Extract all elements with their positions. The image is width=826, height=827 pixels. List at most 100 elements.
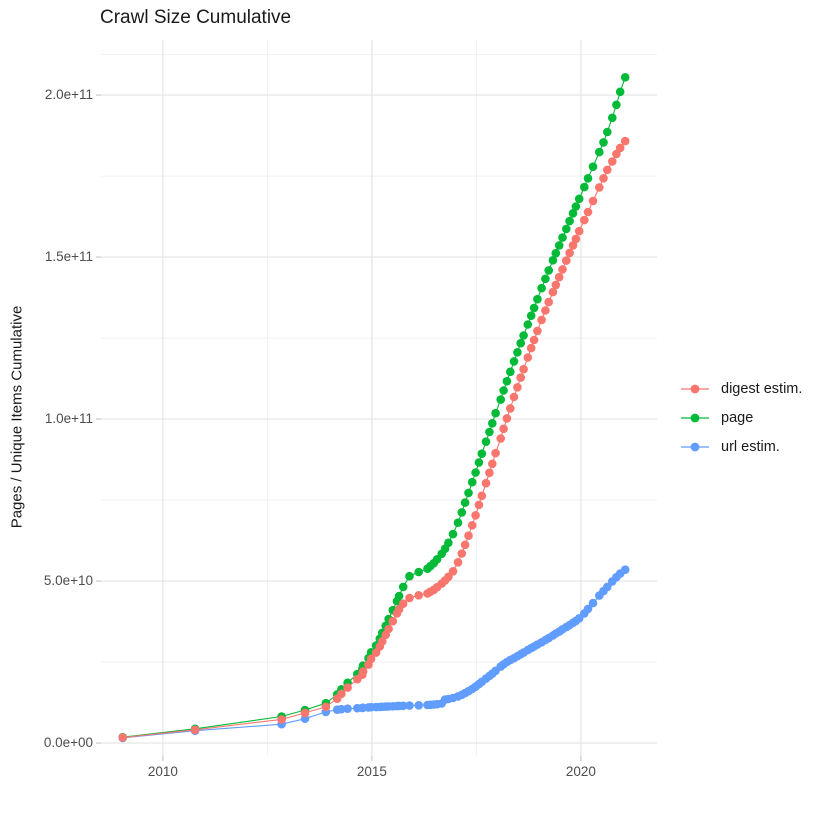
data-point: [444, 538, 453, 548]
y-axis-title: Pages / Unique Items Cumulative: [8, 305, 26, 529]
x-tick-label: 2015: [356, 764, 387, 779]
data-point: [448, 529, 458, 539]
legend-item: page: [681, 408, 802, 428]
data-point: [574, 194, 584, 204]
data-point: [537, 283, 546, 293]
data-point: [529, 335, 539, 345]
data-point: [519, 331, 528, 340]
data-point: [568, 241, 578, 250]
data-point: [608, 157, 617, 166]
data-point: [583, 604, 593, 614]
data-point: [485, 468, 494, 478]
data-point: [343, 683, 352, 692]
data-point: [516, 338, 525, 348]
chart-title: Crawl Size Cumulative: [100, 7, 292, 28]
data-point: [583, 207, 593, 217]
data-point: [541, 306, 550, 315]
data-point: [277, 715, 286, 724]
data-point: [509, 392, 519, 402]
data-point: [509, 357, 519, 366]
data-point: [537, 315, 546, 325]
data-point: [453, 518, 463, 527]
data-point: [516, 373, 525, 382]
data-point: [398, 701, 408, 711]
data-point: [580, 215, 589, 225]
data-point: [588, 598, 598, 608]
data-point: [477, 449, 487, 459]
data-point: [603, 165, 612, 175]
data-point: [464, 531, 473, 540]
data-point: [481, 478, 491, 488]
data-point: [588, 196, 598, 206]
plot-area-svg: [96, 40, 657, 761]
data-point: [620, 565, 630, 574]
data-point: [615, 143, 625, 153]
data-point: [523, 353, 533, 362]
legend-label: digest estim.: [721, 381, 803, 397]
data-point: [488, 419, 497, 428]
data-point: [474, 458, 484, 467]
data-point: [580, 182, 589, 192]
data-point: [496, 395, 506, 404]
data-point: [118, 733, 127, 742]
data-point: [529, 303, 539, 313]
data-point: [405, 593, 414, 603]
data-point: [398, 599, 408, 608]
data-point: [588, 162, 598, 171]
data-point: [558, 265, 567, 274]
data-point: [595, 183, 604, 192]
data-point: [562, 224, 571, 234]
data-point: [565, 216, 574, 226]
data-point: [343, 704, 352, 713]
data-point: [337, 689, 346, 699]
data-point: [526, 343, 536, 353]
data-point: [603, 127, 612, 137]
y-tick-label: 1.0e+11: [44, 411, 93, 427]
data-point: [554, 241, 564, 250]
data-point: [574, 226, 584, 236]
data-point: [519, 364, 528, 374]
legend-label: page: [721, 410, 754, 426]
data-point: [502, 376, 512, 386]
y-tick-label: 2.0e+11: [44, 87, 93, 103]
data-point: [321, 702, 331, 712]
data-point: [366, 654, 376, 664]
data-point: [583, 174, 593, 183]
data-point: [565, 248, 574, 258]
data-point: [414, 567, 424, 577]
data-point: [541, 274, 550, 284]
data-point: [533, 294, 542, 304]
data-point: [620, 73, 630, 82]
data-point: [523, 320, 533, 329]
data-point: [599, 174, 608, 183]
data-point: [491, 408, 500, 418]
data-point: [506, 367, 515, 377]
data-point: [558, 233, 567, 242]
data-point: [388, 616, 398, 626]
data-point: [533, 326, 542, 336]
data-point: [414, 591, 424, 600]
data-point: [481, 437, 491, 447]
legend: digest estim. page url estim.: [681, 379, 802, 457]
data-point: [467, 521, 477, 530]
data-point: [457, 549, 467, 558]
data-point: [595, 147, 604, 157]
plot-panel: [96, 40, 657, 761]
data-point: [562, 256, 571, 265]
data-point: [405, 701, 414, 710]
data-point: [526, 311, 536, 321]
data-point: [554, 272, 564, 282]
data-point: [499, 386, 508, 395]
legend-key-icon: [681, 413, 709, 423]
data-point: [615, 87, 625, 97]
data-point: [491, 448, 500, 458]
data-point: [485, 427, 494, 437]
data-point: [568, 209, 578, 218]
data-point: [337, 704, 346, 714]
data-point: [548, 287, 558, 297]
data-point: [414, 701, 424, 710]
data-point: [471, 511, 480, 520]
data-point: [513, 383, 522, 392]
data-point: [358, 667, 368, 676]
